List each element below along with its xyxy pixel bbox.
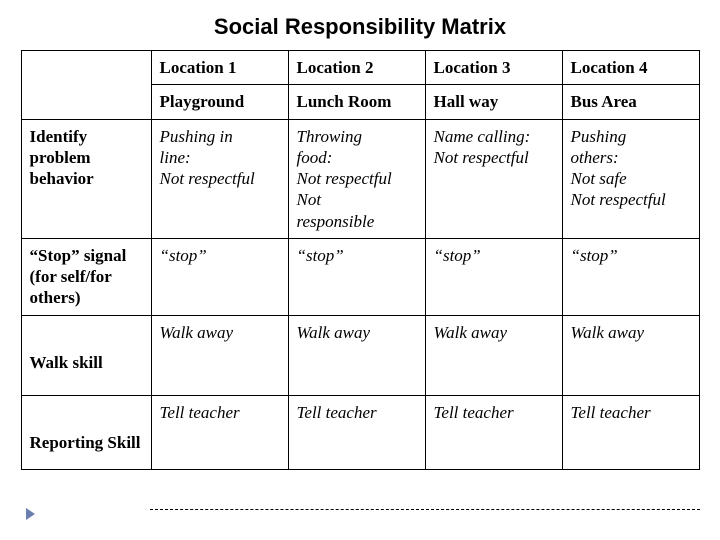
- matrix-cell: Tell teacher: [425, 395, 562, 469]
- matrix-cell: Walk away: [151, 315, 288, 395]
- matrix-cell: Tell teacher: [288, 395, 425, 469]
- col-header-name: Lunch Room: [288, 85, 425, 119]
- row-header: Reporting Skill: [21, 395, 151, 469]
- cell-text: Not respectful: [297, 169, 392, 188]
- cell-text: Not respectful: [160, 169, 255, 188]
- table-row: Reporting Skill Tell teacher Tell teache…: [21, 395, 699, 469]
- row-header: Walk skill: [21, 315, 151, 395]
- matrix-cell: Pushing others: Not safe Not respectful: [562, 119, 699, 238]
- cell-text: Pushing in: [160, 127, 233, 146]
- matrix-cell: “stop”: [562, 238, 699, 315]
- matrix-table: Location 1 Location 2 Location 3 Locatio…: [21, 50, 700, 470]
- row-header-text: Walk skill: [30, 352, 143, 373]
- cell-text: responsible: [297, 212, 375, 231]
- row-header-text: Identify: [30, 127, 88, 146]
- row-header-text: “Stop” signal: [30, 246, 127, 265]
- matrix-cell: Tell teacher: [151, 395, 288, 469]
- table-row: Identify problem behavior Pushing in lin…: [21, 119, 699, 238]
- matrix-cell: “stop”: [288, 238, 425, 315]
- divider-dashed: [150, 509, 700, 510]
- col-header-name: Bus Area: [562, 85, 699, 119]
- col-header-name: Playground: [151, 85, 288, 119]
- cell-text: Name calling:: [434, 127, 531, 146]
- cell-text: Throwing: [297, 127, 363, 146]
- matrix-cell: Walk away: [288, 315, 425, 395]
- matrix-cell: Walk away: [425, 315, 562, 395]
- matrix-cell: “stop”: [425, 238, 562, 315]
- row-header-text: problem: [30, 148, 91, 167]
- row-header-text: behavior: [30, 169, 94, 188]
- page-title: Social Responsibility Matrix: [0, 0, 720, 50]
- cell-text: Not safe: [571, 169, 627, 188]
- matrix-cell: Name calling: Not respectful: [425, 119, 562, 238]
- cell-text: Not: [297, 190, 322, 209]
- cell-text: Not respectful: [571, 190, 666, 209]
- row-header: “Stop” signal (for self/for others): [21, 238, 151, 315]
- blank-cell: [21, 51, 151, 120]
- table-row: Location 1 Location 2 Location 3 Locatio…: [21, 51, 699, 85]
- play-arrow-icon: [26, 508, 35, 520]
- cell-text: others:: [571, 148, 619, 167]
- table-row: “Stop” signal (for self/for others) “sto…: [21, 238, 699, 315]
- col-header-num: Location 4: [562, 51, 699, 85]
- cell-text: line:: [160, 148, 191, 167]
- row-header-text: (for self/for: [30, 267, 112, 286]
- row-header-text: others): [30, 288, 81, 307]
- col-header-num: Location 3: [425, 51, 562, 85]
- table-row: Walk skill Walk away Walk away Walk away…: [21, 315, 699, 395]
- row-header: Identify problem behavior: [21, 119, 151, 238]
- cell-text: Not respectful: [434, 148, 529, 167]
- matrix-cell: Tell teacher: [562, 395, 699, 469]
- cell-text: food:: [297, 148, 333, 167]
- matrix-cell: Pushing in line: Not respectful: [151, 119, 288, 238]
- cell-text: Pushing: [571, 127, 627, 146]
- matrix-cell: “stop”: [151, 238, 288, 315]
- matrix-cell: Throwing food: Not respectful Not respon…: [288, 119, 425, 238]
- matrix-cell: Walk away: [562, 315, 699, 395]
- col-header-num: Location 1: [151, 51, 288, 85]
- row-header-text: Reporting Skill: [30, 432, 143, 453]
- col-header-name: Hall way: [425, 85, 562, 119]
- col-header-num: Location 2: [288, 51, 425, 85]
